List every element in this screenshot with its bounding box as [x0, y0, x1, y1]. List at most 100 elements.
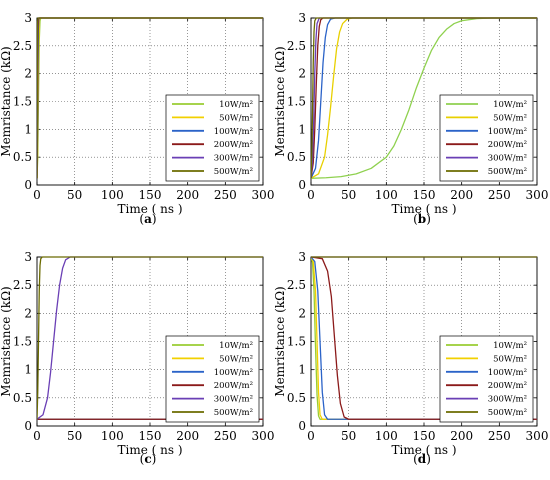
legend-label: 10W/m² — [493, 100, 527, 110]
legend-label: 300W/m² — [488, 154, 527, 164]
x-tick-label: 300 — [526, 429, 549, 443]
legend-box — [439, 94, 534, 182]
series-line-2 — [311, 256, 537, 420]
y-tick-label: 2.5 — [287, 278, 306, 292]
x-tick-label: 100 — [375, 188, 398, 202]
x-tick-label: 50 — [341, 429, 356, 443]
legend-label: 10W/m² — [219, 341, 253, 351]
x-axis-label: Time ( ns ) — [117, 202, 182, 216]
legend-label: 500W/m² — [488, 167, 527, 177]
y-tick-label: 0.5 — [287, 150, 306, 164]
y-tick-label: 1.5 — [13, 95, 32, 109]
x-tick-label: 150 — [139, 188, 162, 202]
panel-label-part: ) — [426, 212, 431, 226]
x-tick-label: 0 — [307, 188, 315, 202]
x-axis-label: Time ( ns ) — [391, 202, 456, 216]
legend-label: 50W/m² — [219, 113, 253, 123]
y-tick-label: 0 — [298, 419, 306, 433]
x-tick-label: 100 — [101, 429, 124, 443]
series-line-0 — [311, 256, 537, 420]
y-tick-label: 0 — [24, 419, 32, 433]
y-tick-label: 2.5 — [13, 278, 32, 292]
legend: 10W/m² 50W/m² 100W/m² 200W/m² 300W/m² 500W/m² — [165, 94, 260, 182]
y-tick-label: 0 — [24, 178, 32, 192]
y-tick-label: 2 — [298, 306, 306, 320]
legend-label: 200W/m² — [488, 381, 527, 391]
panel-label-part: c — [144, 452, 151, 466]
legend-label: 300W/m² — [214, 395, 253, 405]
series-line-1 — [311, 17, 537, 179]
legend: 10W/m² 50W/m² 100W/m² 200W/m² 300W/m² 500W/m² — [165, 335, 260, 423]
panel-label-part: ( — [139, 212, 144, 226]
legend-label: 10W/m² — [493, 341, 527, 351]
y-tick-label: 2 — [24, 67, 32, 81]
series-line-4 — [311, 17, 537, 179]
series-line-1 — [311, 256, 537, 420]
y-tick-label: 1.5 — [287, 95, 306, 109]
legend-label: 100W/m² — [488, 368, 527, 378]
legend-label: 100W/m² — [214, 368, 253, 378]
legend-label: 500W/m² — [488, 408, 527, 418]
x-tick-label: 200 — [176, 188, 199, 202]
x-tick-label: 250 — [214, 429, 237, 443]
legend-box — [165, 94, 260, 182]
y-tick-label: 1 — [24, 363, 32, 377]
series-group — [311, 256, 537, 420]
chart-panel-a: 0 50 100 150 200 250 300 0 0.5 1 1.5 2 2.5 3 Time ( ns… — [0, 11, 274, 226]
y-tick-label: 0.5 — [287, 391, 306, 405]
x-tick-label: 100 — [101, 188, 124, 202]
legend-label: 200W/m² — [488, 140, 527, 150]
panel-label: (a) — [139, 212, 156, 226]
x-tick-label: 50 — [67, 429, 82, 443]
y-tick-label: 3 — [24, 250, 32, 264]
y-tick-label: 2 — [298, 67, 306, 81]
legend-label: 200W/m² — [214, 140, 253, 150]
x-axis-label: Time ( ns ) — [391, 443, 456, 457]
panel-label-part: ) — [152, 212, 157, 226]
y-tick-label: 3 — [298, 250, 306, 264]
y-tick-label: 2.5 — [287, 39, 306, 53]
y-tick-label: 0.5 — [13, 150, 32, 164]
y-axis-label: Memristance (kΩ) — [0, 46, 13, 156]
x-tick-label: 250 — [214, 188, 237, 202]
legend-label: 50W/m² — [493, 354, 527, 364]
series-line-5 — [37, 256, 263, 420]
x-tick-label: 100 — [375, 429, 398, 443]
y-tick-label: 1 — [298, 363, 306, 377]
series-line-5 — [311, 17, 537, 179]
panel-label-part: ) — [152, 452, 157, 466]
x-tick-label: 250 — [488, 188, 511, 202]
y-tick-label: 1.5 — [287, 335, 306, 349]
legend-label: 200W/m² — [214, 381, 253, 391]
panel-label-part: d — [418, 452, 427, 466]
legend-label: 50W/m² — [493, 113, 527, 123]
series-group — [311, 17, 537, 179]
x-tick-label: 300 — [526, 188, 549, 202]
legend-label: 500W/m² — [214, 408, 253, 418]
chart-panel-b: 0 50 100 150 200 250 300 0 0.5 1 1.5 2 2.5 3 Time ( ns… — [273, 11, 548, 226]
panel-label-part: ( — [413, 452, 418, 466]
x-tick-label: 200 — [176, 429, 199, 443]
x-tick-label: 150 — [413, 188, 436, 202]
y-tick-label: 0 — [298, 178, 306, 192]
series-line-0 — [311, 17, 537, 179]
legend-label: 100W/m² — [214, 127, 253, 137]
legend-label: 50W/m² — [219, 354, 253, 364]
series-group — [37, 17, 263, 179]
y-axis-label: Memristance (kΩ) — [273, 46, 287, 156]
y-tick-label: 2 — [24, 306, 32, 320]
x-tick-label: 50 — [67, 188, 82, 202]
x-tick-label: 300 — [252, 429, 275, 443]
legend-label: 10W/m² — [219, 100, 253, 110]
x-tick-label: 200 — [450, 429, 473, 443]
x-tick-label: 150 — [413, 429, 436, 443]
x-tick-label: 0 — [307, 429, 315, 443]
panel-label: (c) — [140, 452, 157, 466]
legend-box — [165, 335, 260, 423]
series-line-4 — [37, 256, 263, 420]
x-tick-label: 0 — [33, 429, 41, 443]
panel-label-part: ( — [413, 212, 418, 226]
y-tick-label: 3 — [298, 11, 306, 25]
y-tick-label: 3 — [24, 11, 32, 25]
chart-panel-d: 0 50 100 150 200 250 300 0 0.5 1 1.5 2 2.5 3 Time ( ns… — [273, 250, 548, 466]
